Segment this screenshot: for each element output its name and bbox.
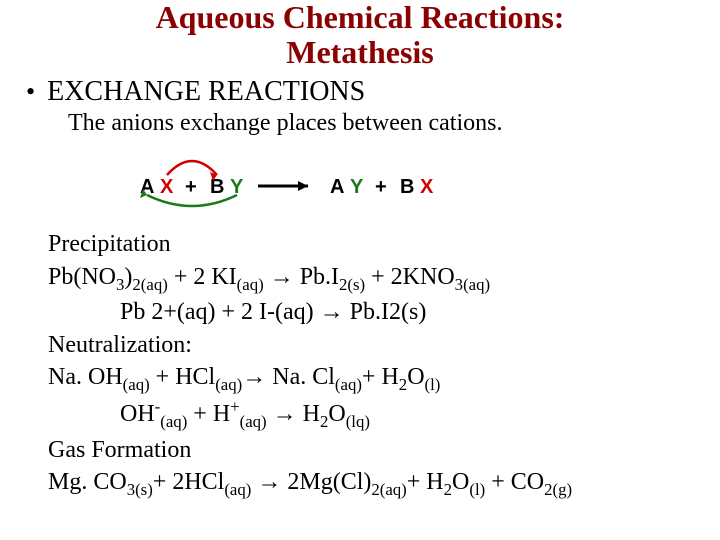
subline: The anions exchange places between catio… <box>68 110 700 137</box>
eq-gas: Mg. CO3(s)+ 2HCl(aq) → 2Mg(Cl)2(aq)+ H2O… <box>48 466 700 501</box>
eq-neutralization-ionic: OH-(aq) + H+(aq) → H2O(lq) <box>120 396 700 433</box>
svg-text:B: B <box>210 176 224 198</box>
svg-text:Y: Y <box>350 176 364 198</box>
eq-precipitation: Pb(NO3)2(aq) + 2 KI(aq) → Pb.I2(s) + 2KN… <box>48 261 700 296</box>
equations: Precipitation Pb(NO3)2(aq) + 2 KI(aq) → … <box>48 228 700 501</box>
eq-neutralization: Na. OH(aq) + HCl(aq)→ Na. Cl(aq)+ H2O(l) <box>48 361 700 396</box>
bullet-text: EXCHANGE REACTIONS <box>47 76 365 108</box>
slide-title: Aqueous Chemical Reactions: Metathesis <box>20 0 700 70</box>
svg-text:X: X <box>420 176 434 198</box>
svg-text:B: B <box>400 176 414 198</box>
svg-text:+: + <box>185 176 197 198</box>
sec-precipitation: Precipitation <box>48 228 700 260</box>
sec-neutralization: Neutralization: <box>48 329 700 361</box>
svg-text:Y: Y <box>230 176 244 198</box>
bullet-exchange: • EXCHANGE REACTIONS <box>26 76 700 108</box>
exchange-diagram: AX+BYAY+BX <box>130 143 700 220</box>
svg-text:X: X <box>160 176 174 198</box>
bullet-dot: • <box>26 79 35 105</box>
svg-text:A: A <box>330 176 344 198</box>
eq-precipitation-ionic: Pb 2+(aq) + 2 I-(aq) → Pb.I2(s) <box>120 296 700 328</box>
sec-gas: Gas Formation <box>48 434 700 466</box>
svg-text:+: + <box>375 176 387 198</box>
